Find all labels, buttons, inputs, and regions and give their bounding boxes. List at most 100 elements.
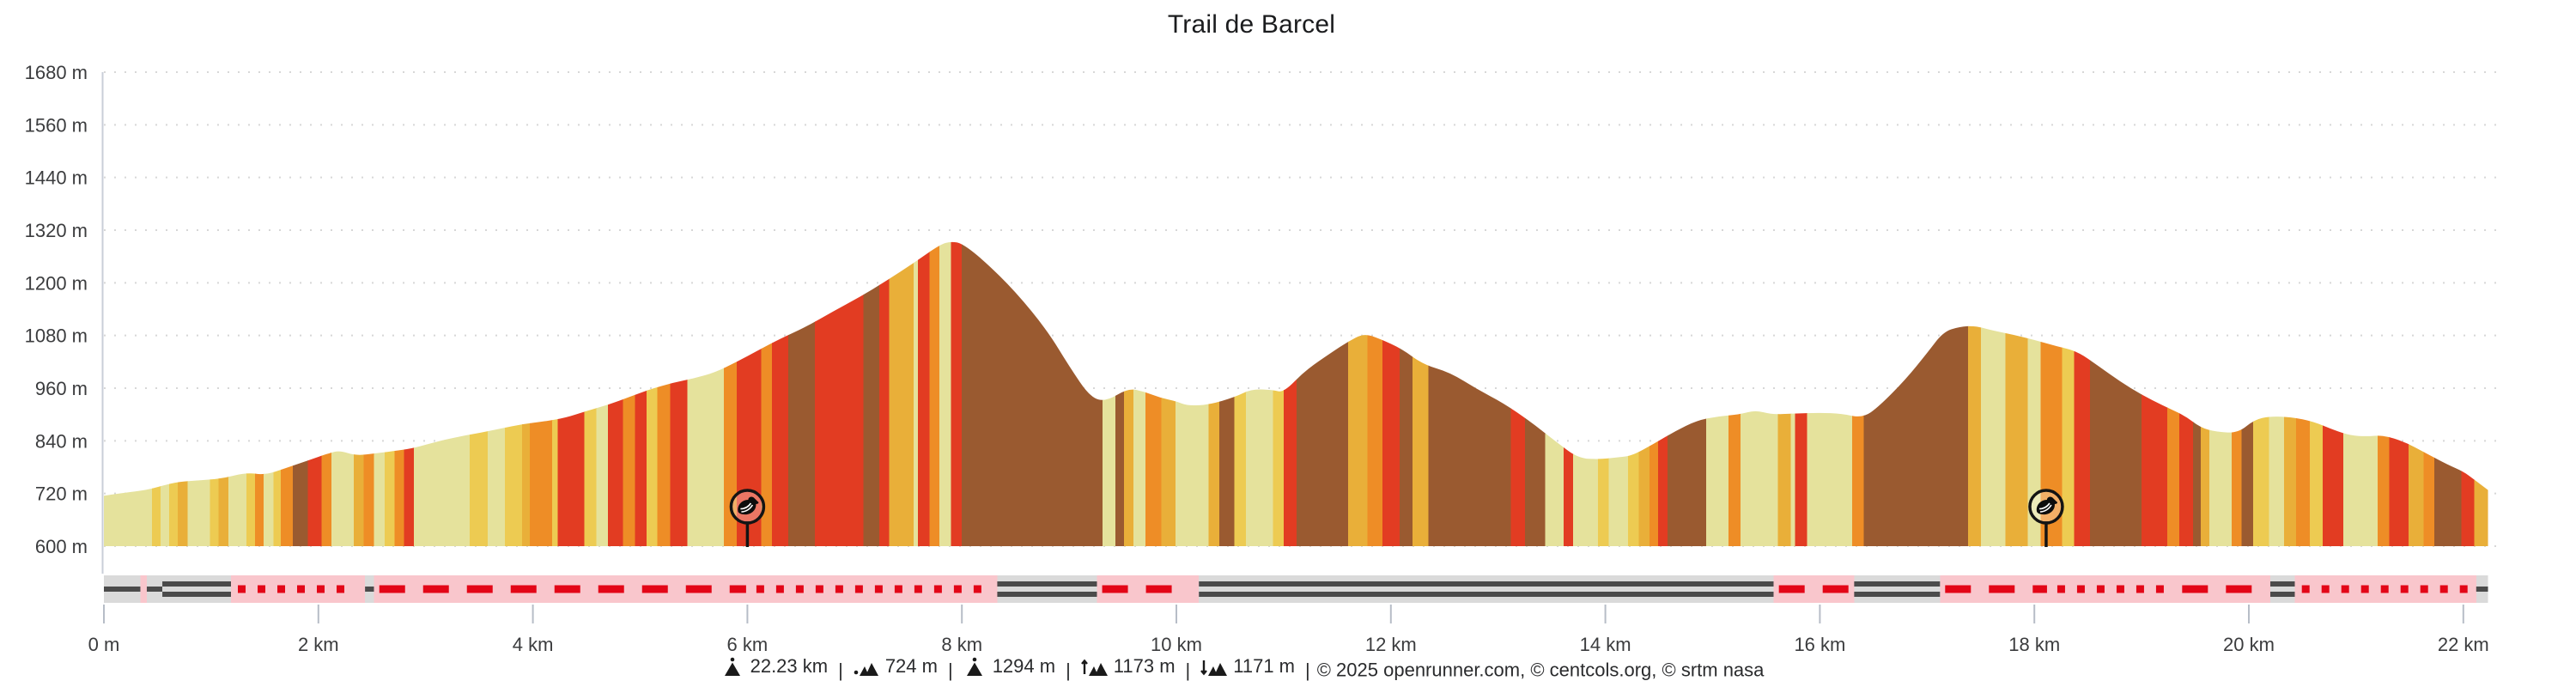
slope-band [670, 241, 689, 546]
trail-dot [337, 585, 345, 593]
slope-band [1133, 241, 1146, 546]
slope-band [374, 241, 386, 546]
trail-dot [854, 585, 863, 593]
slope-band [1807, 241, 1853, 546]
trail-dot [2380, 585, 2389, 593]
stat-separator: | [1305, 659, 1310, 681]
road-double-line [1199, 581, 1774, 587]
surface-segment[interactable] [2050, 575, 2178, 603]
slope-band [104, 241, 153, 546]
slope-band [1115, 241, 1125, 546]
poi-marker[interactable] [729, 489, 766, 547]
slope-band [522, 241, 531, 546]
slope-band [889, 241, 914, 546]
slope-band [1706, 241, 1729, 546]
trail-dash [685, 585, 712, 593]
road-double-line [997, 581, 1097, 587]
slope-band [1967, 241, 1982, 546]
slope-band [1668, 241, 1707, 546]
slope-band [488, 241, 506, 546]
surface-segment[interactable] [162, 575, 232, 603]
trail-dot [775, 585, 784, 593]
trail-dot [2096, 585, 2105, 593]
trail-dot [874, 585, 883, 593]
slope-band [2062, 241, 2075, 546]
copyright-text: © 2025 openrunner.com, © centcols.org, ©… [1316, 659, 1765, 681]
slope-band [623, 241, 635, 546]
trail-dash [729, 585, 746, 593]
stat-value: 22.23 km [750, 655, 829, 677]
slope-band [246, 241, 256, 546]
poi-marker[interactable] [2028, 489, 2064, 547]
slope-band [2193, 241, 2202, 546]
road-solid-line [2476, 587, 2488, 592]
y-axis-label: 600 m [35, 536, 88, 557]
road-double-line [2269, 592, 2295, 597]
trail-dash [1778, 585, 1805, 593]
slope-band [736, 241, 762, 546]
slope-band [169, 241, 179, 546]
slope-band [2232, 241, 2242, 546]
y-axis-label: 1080 m [25, 325, 88, 347]
slope-band [1608, 241, 1629, 546]
bird-wing-line [2039, 504, 2052, 513]
slope-band [1234, 241, 1247, 546]
slope-band [929, 241, 940, 546]
x-tick-label: 4 km [513, 634, 554, 655]
surface-segment[interactable] [997, 575, 1097, 603]
trail-dot [2341, 585, 2349, 593]
surface-segment[interactable] [2269, 575, 2295, 603]
slope-band [2377, 241, 2391, 546]
slope-band [1283, 241, 1297, 546]
trail-dot [756, 585, 764, 593]
x-tick-label: 0 m [88, 634, 120, 655]
slope-band [962, 241, 1103, 546]
y-axis-label: 1440 m [25, 167, 88, 189]
slope-band [1273, 241, 1285, 546]
trail-dash [1945, 585, 1971, 593]
road-double-line [2269, 581, 2295, 587]
trail-dot [2321, 585, 2330, 593]
slope-band [1563, 241, 1574, 546]
slope-band [1175, 241, 1210, 546]
x-tick-label: 18 km [2008, 634, 2060, 655]
slope-band [385, 241, 396, 546]
road-double-line [1854, 581, 1941, 587]
surface-segment[interactable] [140, 575, 147, 603]
gain-icon [1080, 659, 1108, 676]
stat-item: 1294 m [963, 655, 1055, 678]
y-axis-label: 1200 m [25, 272, 88, 294]
slope-band [1863, 241, 1969, 546]
trail-dot [914, 585, 922, 593]
slope-band [2342, 241, 2379, 546]
surface-segment[interactable] [1854, 575, 1941, 603]
x-tick-label: 2 km [298, 634, 339, 655]
slope-band [1161, 241, 1176, 546]
trail-dot [297, 585, 306, 593]
slope-band [210, 241, 220, 546]
slope-band [1524, 241, 1546, 546]
x-tick-label: 8 km [941, 634, 982, 655]
slope-band [394, 241, 405, 546]
slope-band [255, 241, 264, 546]
x-tick-label: 10 km [1151, 634, 1202, 655]
slope-band [1657, 241, 1668, 546]
y-axis-label: 1680 m [25, 62, 88, 83]
y-axis-label: 1320 m [25, 220, 88, 241]
trail-dot [815, 585, 823, 593]
slope-band [331, 241, 355, 546]
x-tick-label: 6 km [727, 634, 769, 655]
surface-segment[interactable] [1199, 575, 1774, 603]
trail-dot [894, 585, 902, 593]
road-solid-line [365, 587, 374, 592]
trail-dot [835, 585, 843, 593]
stat-item: 1173 m [1080, 655, 1176, 678]
slope-band [1790, 241, 1796, 546]
slope-band [552, 241, 559, 546]
slope-band [1649, 241, 1659, 546]
min-altitude-icon [854, 662, 878, 676]
slope-band [413, 241, 471, 546]
slope-band [218, 241, 229, 546]
slope-band [307, 241, 323, 546]
